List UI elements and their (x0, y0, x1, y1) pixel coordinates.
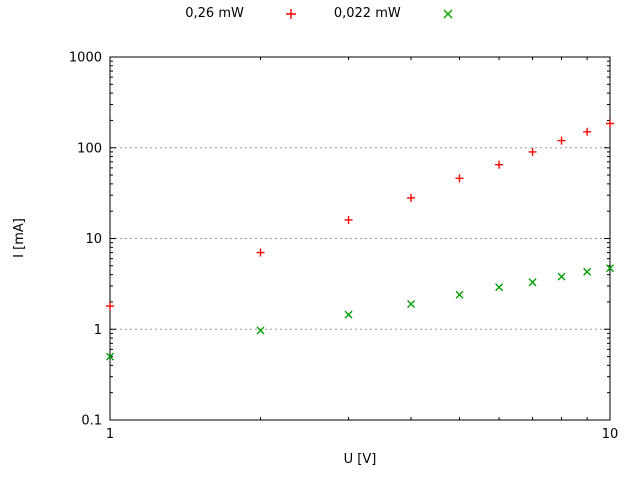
data-point-cross (557, 272, 566, 281)
data-point-plus (495, 160, 504, 169)
legend-label-series-1: 0,022 mW (333, 6, 401, 21)
y-tick-label: 0.1 (81, 414, 102, 429)
data-point-cross (106, 352, 114, 361)
data-point-plus (606, 119, 614, 128)
data-point-plus (455, 174, 464, 183)
legend-entry-series-1: 0,022 mW (334, 6, 455, 21)
data-point-cross (528, 278, 537, 287)
y-tick-label: 10 (85, 232, 102, 247)
cross-marker-icon (443, 9, 453, 18)
data-point-cross (583, 267, 592, 276)
plus-marker-icon (285, 8, 296, 19)
x-tick-label: 10 (602, 427, 619, 442)
data-point-plus (106, 302, 114, 311)
data-point-cross (344, 310, 353, 319)
data-point-cross (407, 299, 416, 308)
x-tick-label: 1 (106, 427, 114, 442)
y-axis-label: I [mA] (12, 218, 27, 258)
data-point-cross (256, 326, 265, 335)
legend-label-series-0: 0,26 mW (185, 6, 244, 21)
y-tick-label: 100 (77, 141, 102, 156)
data-point-plus (407, 193, 416, 202)
chart-legend: 0,26 mW 0,022 mW (0, 6, 640, 21)
y-tick-label: 1 (94, 323, 102, 338)
data-point-cross (606, 264, 614, 273)
data-point-plus (528, 147, 537, 156)
data-point-plus (557, 136, 566, 145)
x-axis-label: U [V] (343, 452, 377, 467)
y-tick-label: 1000 (69, 51, 102, 66)
data-point-plus (256, 248, 265, 257)
data-point-cross (455, 290, 464, 299)
data-point-plus (583, 127, 592, 136)
legend-entry-series-0: 0,26 mW (185, 6, 298, 21)
data-point-plus (344, 215, 353, 224)
data-point-cross (495, 283, 504, 292)
